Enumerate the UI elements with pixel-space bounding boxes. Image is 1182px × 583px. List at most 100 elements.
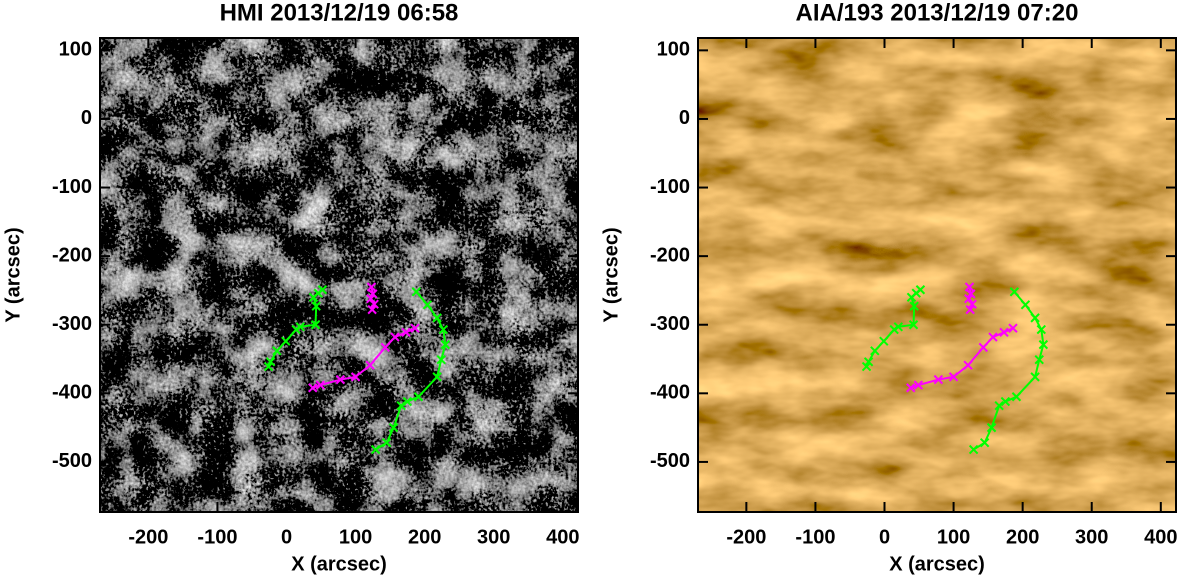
y-tick-label: 100 <box>657 39 690 61</box>
track-marker <box>311 301 321 311</box>
track-marker <box>879 336 889 346</box>
track-marker <box>1034 355 1044 365</box>
x-tick-label: 100 <box>339 526 372 548</box>
track-marker <box>440 339 451 350</box>
chart-title: AIA/193 2013/12/19 07:20 <box>796 0 1079 26</box>
track-marker <box>965 304 975 315</box>
track-marker <box>994 400 1004 411</box>
track-marker <box>1009 287 1020 297</box>
track-marker <box>422 300 433 310</box>
y-tick-label: -200 <box>52 244 92 266</box>
x-tick-label: 100 <box>937 526 970 548</box>
x-tick-label: 0 <box>281 526 292 548</box>
track-marker <box>380 342 390 353</box>
track-marker <box>381 438 392 448</box>
track-marker <box>272 346 282 356</box>
track-marker <box>315 380 326 390</box>
y-tick-label: -300 <box>650 313 690 335</box>
y-tick-label: -300 <box>52 313 92 335</box>
x-tick-label: 400 <box>1144 526 1177 548</box>
y-tick-label: -500 <box>52 450 92 472</box>
plot-area <box>100 38 578 512</box>
track-marker <box>863 357 874 367</box>
x-axis-label: X (arcsec) <box>291 553 387 575</box>
track-marker <box>908 320 919 330</box>
x-tick-label: 400 <box>546 526 579 548</box>
track-marker <box>861 361 872 372</box>
track-marker <box>410 323 420 333</box>
track-marker <box>1020 300 1031 310</box>
track-marker <box>1011 392 1022 402</box>
track-marker <box>967 299 977 309</box>
track-marker <box>906 383 916 393</box>
track-marker <box>948 372 959 382</box>
track-marker <box>291 324 301 335</box>
track-marker <box>913 380 924 390</box>
track-marker <box>263 361 274 372</box>
track-marker <box>999 327 1009 337</box>
track-marker <box>413 392 424 402</box>
track-marker <box>411 287 422 297</box>
track-marker <box>988 332 998 342</box>
track-marker <box>366 293 376 304</box>
track-marker <box>1036 324 1047 335</box>
track-marker <box>350 372 361 382</box>
x-tick-label: -100 <box>197 526 237 548</box>
y-tick-label: -100 <box>650 176 690 198</box>
y-tick-label: 0 <box>679 107 690 129</box>
track-marker <box>438 324 449 335</box>
track-marker <box>436 355 446 365</box>
x-tick-label: 300 <box>477 526 510 548</box>
track-marker <box>402 396 413 407</box>
x-tick-label: -100 <box>795 526 835 548</box>
track-marker <box>979 438 990 448</box>
track-marker <box>933 374 944 385</box>
track-marker <box>308 292 319 303</box>
x-tick-label: 300 <box>1075 526 1108 548</box>
track-marker <box>964 282 975 292</box>
track-marker <box>906 292 917 303</box>
track-marker <box>1008 323 1018 333</box>
x-tick-label: -200 <box>128 526 168 548</box>
track-marker <box>966 289 976 299</box>
track-marker <box>889 324 899 335</box>
chart-title: HMI 2013/12/19 06:58 <box>220 0 459 26</box>
track-marker <box>388 422 399 433</box>
plot-frame <box>99 37 579 513</box>
x-tick-label: -200 <box>726 526 766 548</box>
track-marker <box>963 360 973 370</box>
track-marker <box>432 313 442 323</box>
track-marker <box>369 299 379 309</box>
track-marker <box>968 444 979 455</box>
plot-area <box>698 38 1176 512</box>
track-marker <box>986 422 997 433</box>
track-marker <box>909 301 919 311</box>
y-tick-label: -400 <box>650 382 690 404</box>
track-marker <box>401 327 411 337</box>
track-marker <box>1030 372 1040 382</box>
y-axis-label: Y (arcsec) <box>600 227 622 322</box>
track-marker <box>368 289 378 299</box>
y-tick-label: 0 <box>81 107 92 129</box>
x-axis-label: X (arcsec) <box>889 553 985 575</box>
y-tick-label: -500 <box>650 450 690 472</box>
track-marker <box>365 360 375 370</box>
track-marker <box>370 444 381 455</box>
track-marker <box>1000 396 1011 407</box>
y-tick-label: -100 <box>52 176 92 198</box>
track-marker <box>366 282 377 292</box>
x-tick-label: 200 <box>1006 526 1039 548</box>
track-marker <box>870 346 880 356</box>
track-marker <box>265 357 276 367</box>
track-marker <box>308 383 318 393</box>
track-marker <box>964 293 974 304</box>
track-marker <box>367 304 377 315</box>
track-marker <box>335 374 346 385</box>
x-tick-label: 200 <box>408 526 441 548</box>
track-marker <box>978 342 988 353</box>
image <box>100 38 578 512</box>
y-tick-label: 100 <box>59 39 92 61</box>
track-marker <box>390 332 400 342</box>
track-marker <box>1038 339 1049 350</box>
